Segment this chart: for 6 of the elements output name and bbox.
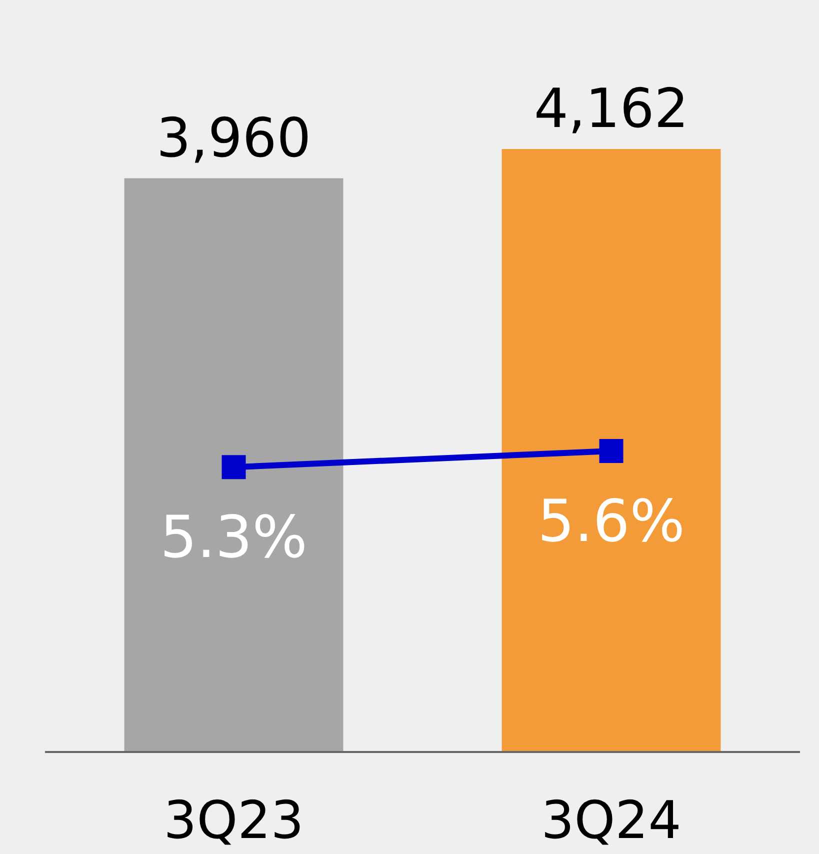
data-label: 4,162 [534,77,689,140]
data-label: 5.3% [160,503,308,572]
data-label: 3,960 [156,106,312,170]
x-tick-label: 3Q23 [164,791,304,851]
x-tick-label: 3Q24 [541,791,682,851]
data-label: 5.6% [538,487,685,555]
